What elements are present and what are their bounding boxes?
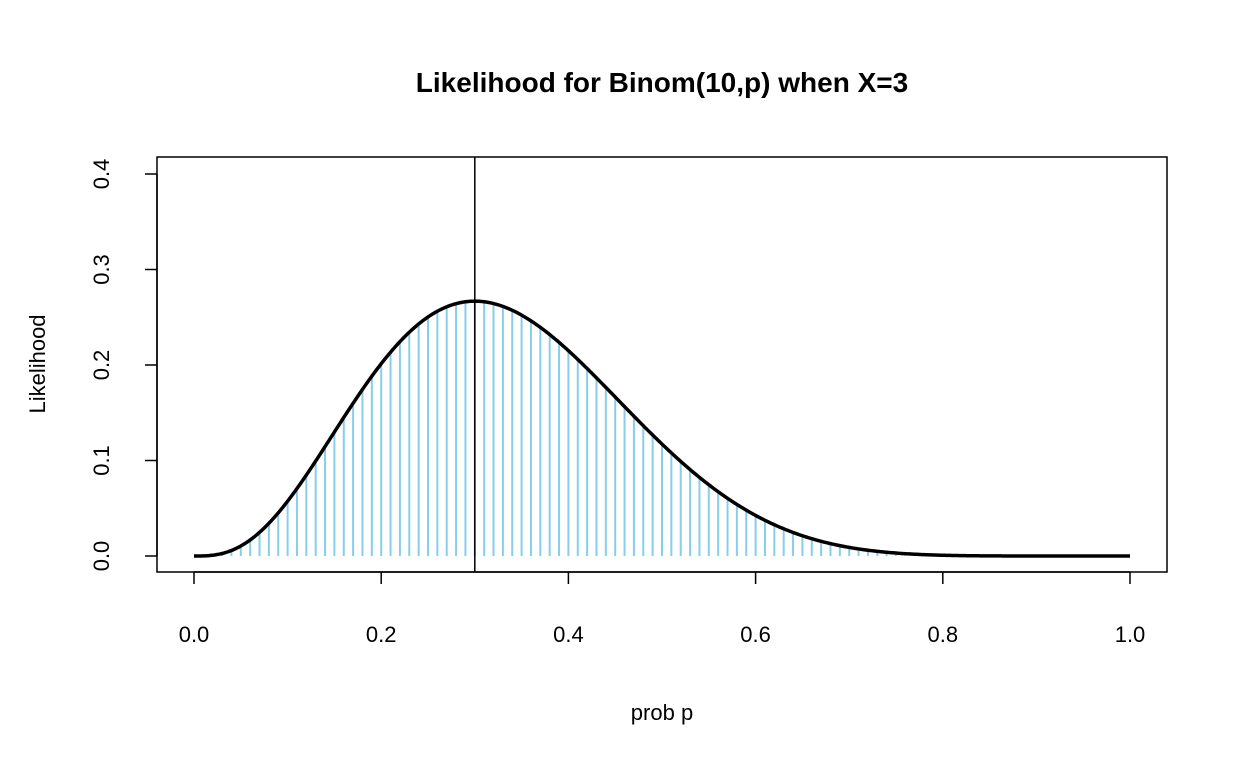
- x-tick-label: 0.2: [366, 622, 397, 647]
- x-tick-label: 0.0: [179, 622, 210, 647]
- plot-frame: [156, 156, 1168, 573]
- x-tick-label: 0.4: [553, 622, 584, 647]
- y-tick-label: 0.0: [89, 541, 114, 572]
- x-tick-label: 1.0: [1115, 622, 1146, 647]
- likelihood-spikes: [202, 301, 1085, 556]
- y-tick-label: 0.2: [89, 350, 114, 381]
- x-tick-label: 0.6: [740, 622, 771, 647]
- x-axis: 0.0 0.2 0.4 0.6 0.8 1.0: [179, 571, 1146, 647]
- y-tick-label: 0.4: [89, 159, 114, 190]
- y-tick-label: 0.3: [89, 254, 114, 285]
- likelihood-curve: [194, 299, 1130, 558]
- y-axis: 0.0 0.1 0.2 0.3 0.4: [89, 159, 158, 572]
- x-axis-label: prob p: [631, 700, 693, 725]
- x-tick-label: 0.8: [928, 622, 959, 647]
- y-tick-label: 0.1: [89, 445, 114, 476]
- chart-title: Likelihood for Binom(10,p) when X=3: [416, 67, 908, 98]
- y-axis-label: Likelihood: [25, 314, 50, 413]
